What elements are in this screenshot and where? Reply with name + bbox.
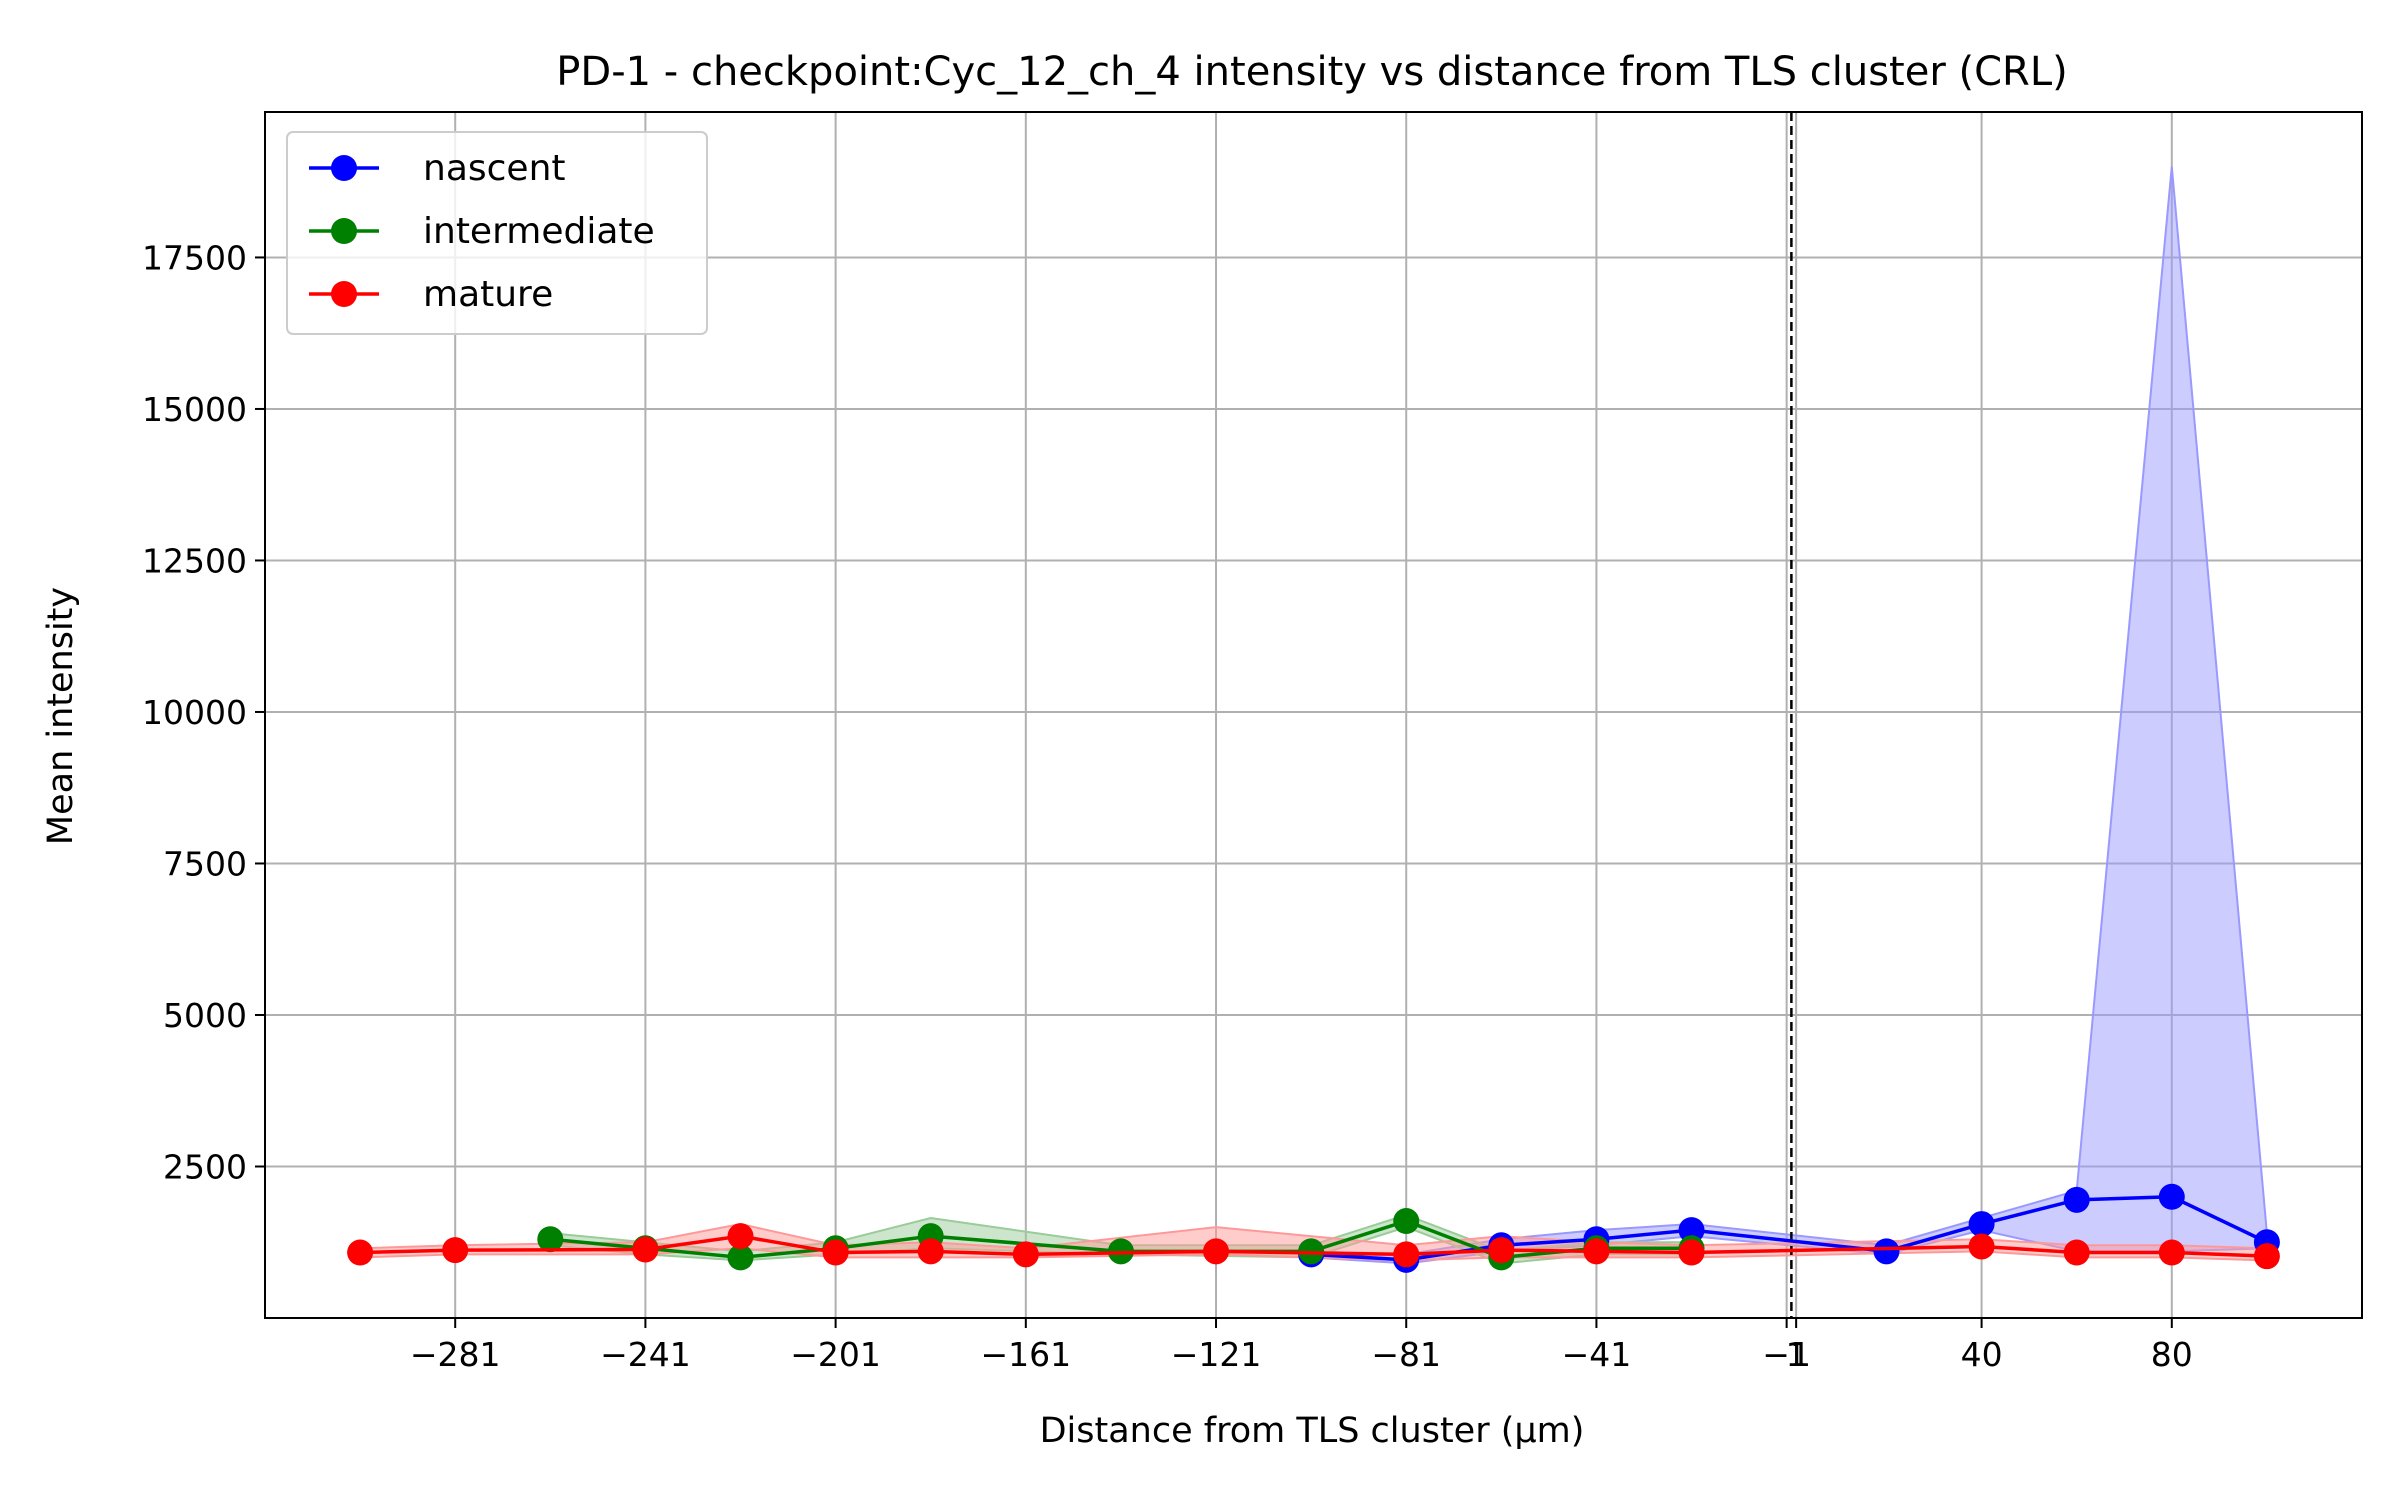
point-mature-8 xyxy=(1393,1241,1420,1268)
y-axis-ticks: 2500 5000 7500 10000 12500 15000 17500 xyxy=(142,238,265,1186)
y-tick-label-3: 10000 xyxy=(142,693,247,732)
legend: nascent intermediate mature xyxy=(286,131,708,335)
x-axis-label: Distance from TLS cluster (μm) xyxy=(1040,1411,1585,1451)
legend-marker-mature xyxy=(331,281,357,307)
point-mature-3 xyxy=(727,1223,754,1250)
y-tick-label-0: 2500 xyxy=(163,1147,247,1186)
point-mature-12 xyxy=(1968,1233,1995,1260)
legend-label-nascent: nascent xyxy=(423,148,566,189)
plot-frame xyxy=(264,111,2363,1319)
x-tick-label-8: 1 xyxy=(1786,1335,1807,1374)
x-tick-label-2: −201 xyxy=(790,1335,881,1374)
point-intermediate-0 xyxy=(537,1226,564,1253)
y-tick-label-2: 7500 xyxy=(163,844,247,883)
point-mature-9 xyxy=(1488,1237,1515,1264)
point-nascent-6 xyxy=(1968,1211,1995,1238)
point-mature-2 xyxy=(632,1236,659,1263)
point-nascent-5 xyxy=(1873,1238,1900,1265)
point-mature-6 xyxy=(1012,1241,1039,1268)
x-tick-label-9: 40 xyxy=(1961,1335,2003,1374)
x-tick-label-4: −121 xyxy=(1171,1335,1262,1374)
point-mature-7 xyxy=(1203,1238,1230,1265)
x-tick-label-5: −81 xyxy=(1371,1335,1441,1374)
point-nascent-4 xyxy=(1678,1217,1705,1244)
legend-label-mature: mature xyxy=(423,274,553,315)
point-mature-10 xyxy=(1583,1238,1610,1265)
legend-label-intermediate: intermediate xyxy=(423,211,655,252)
point-mature-4 xyxy=(822,1239,849,1266)
point-intermediate-7 xyxy=(1393,1208,1420,1235)
x-tick-label-0: −281 xyxy=(410,1335,501,1374)
y-tick-label-4: 12500 xyxy=(142,541,247,580)
x-tick-label-1: −241 xyxy=(600,1335,691,1374)
x-tick-label-7: −1 xyxy=(1762,1335,1811,1374)
point-nascent-7 xyxy=(2063,1186,2090,1213)
point-mature-0 xyxy=(347,1239,374,1266)
y-tick-label-5: 15000 xyxy=(142,390,247,429)
legend-marker-nascent xyxy=(331,155,357,181)
point-mature-1 xyxy=(442,1237,469,1264)
line-mature xyxy=(360,1234,2267,1258)
point-mature-14 xyxy=(2158,1239,2185,1266)
point-intermediate-2 xyxy=(727,1244,754,1271)
y-tick-label-1: 5000 xyxy=(163,996,247,1035)
x-tick-label-6: −41 xyxy=(1562,1335,1632,1374)
point-mature-13 xyxy=(2063,1239,2090,1266)
point-mature-15 xyxy=(2253,1243,2280,1270)
point-nascent-8 xyxy=(2158,1183,2185,1210)
x-axis-ticks: −281 −241 −201 −161 −121 −81 −41 −11 40 80 xyxy=(410,1318,2193,1374)
y-tick-label-6: 17500 xyxy=(142,238,247,277)
x-tick-label-10: 80 xyxy=(2151,1335,2193,1374)
legend-marker-intermediate xyxy=(331,218,357,244)
x-tick-label-3: −161 xyxy=(980,1335,1071,1374)
series-mature xyxy=(347,1223,2280,1270)
point-mature-5 xyxy=(917,1238,944,1265)
series-layer xyxy=(347,1183,2280,1273)
legend-box xyxy=(286,131,708,335)
chart-title: PD-1 - checkpoint:Cyc_12_ch_4 intensity … xyxy=(556,49,2067,95)
point-mature-11 xyxy=(1678,1239,1705,1266)
y-axis-label: Mean intensity xyxy=(41,587,81,845)
band-nascent xyxy=(1310,166,2268,1265)
